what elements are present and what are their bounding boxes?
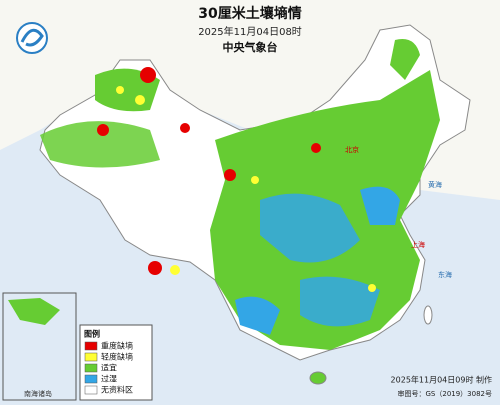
legend-label: 轻度缺墒 bbox=[101, 352, 133, 362]
inset-land bbox=[8, 298, 60, 325]
legend-swatch bbox=[84, 374, 98, 384]
inset-label: 南海诸岛 bbox=[24, 389, 52, 398]
place-label: 北京 bbox=[345, 145, 359, 154]
legend-title: 图例 bbox=[84, 329, 100, 339]
place-label: 黄海 bbox=[428, 180, 442, 189]
logo bbox=[16, 22, 48, 54]
legend-swatch bbox=[84, 352, 98, 362]
title: 30厘米土壤墒情 bbox=[198, 5, 301, 22]
place-label: 东海 bbox=[438, 270, 452, 279]
made-time: 2025年11月04日09时 制作 bbox=[391, 375, 492, 385]
legend-label: 过湿 bbox=[101, 374, 117, 384]
datetime: 2025年11月04日08时 bbox=[198, 25, 302, 38]
legend-label: 适宜 bbox=[101, 363, 117, 373]
issuer: 中央气象台 bbox=[223, 40, 278, 54]
legend-swatch bbox=[84, 363, 98, 373]
hainan bbox=[309, 371, 327, 385]
legend-swatch bbox=[84, 341, 98, 351]
legend-label: 重度缺墒 bbox=[101, 341, 133, 351]
approval: 审图号：GS（2019）3082号 bbox=[398, 389, 493, 398]
legend-swatch bbox=[84, 385, 98, 395]
moisture-areas bbox=[40, 39, 440, 350]
place-label: 上海 bbox=[411, 240, 425, 249]
taiwan bbox=[423, 305, 433, 325]
legend-label: 无资料区 bbox=[101, 385, 133, 395]
